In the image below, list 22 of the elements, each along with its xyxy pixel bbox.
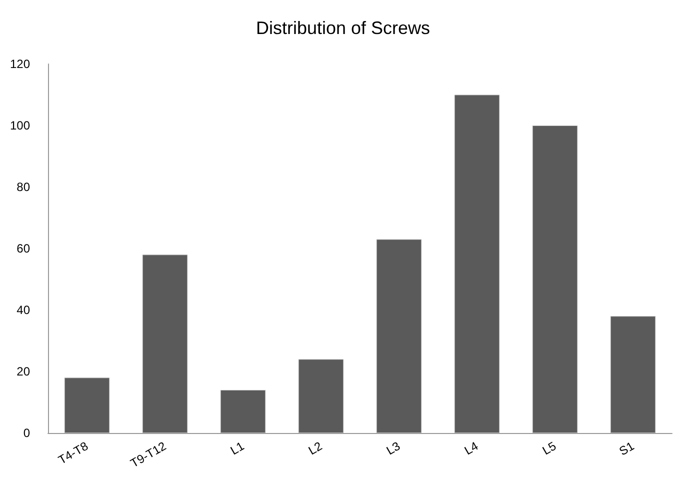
chart-title: Distribution of Screws [256,18,430,38]
x-tick-label: L2 [306,438,325,458]
y-tick-label: 80 [16,180,30,194]
bar [298,359,344,433]
x-tick-label: S1 [616,438,637,458]
bar [454,94,500,433]
y-tick-label: 20 [16,364,30,378]
bar [142,254,188,433]
y-tick-label: 40 [16,303,30,317]
y-tick-label: 100 [10,118,30,132]
y-tick-label: 60 [16,242,30,256]
x-tick-label: L5 [540,438,559,458]
y-tick-label: 120 [10,57,30,71]
y-tick-label: 0 [23,426,30,440]
bar [610,316,656,433]
bar [64,378,110,433]
bar [532,126,578,433]
bar [376,239,422,433]
x-tick-label: L3 [384,438,403,458]
x-tick-label: L4 [462,438,481,458]
bar [220,390,266,433]
x-tick-label: L1 [228,438,247,458]
